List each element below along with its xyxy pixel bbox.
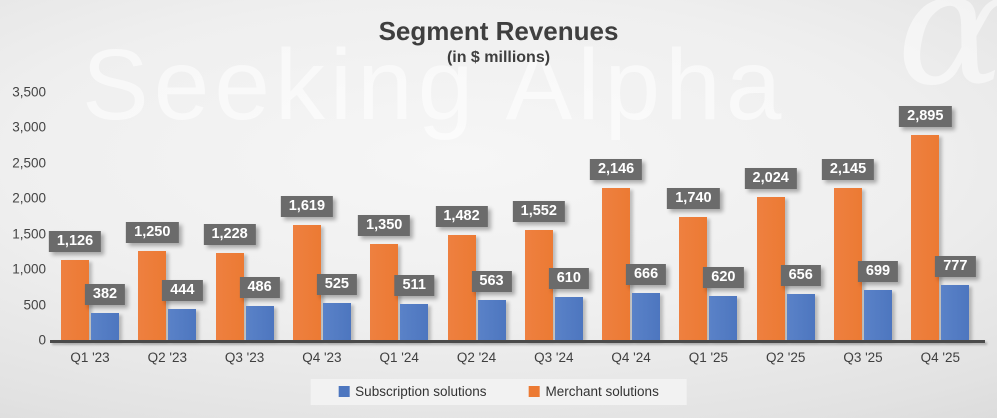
subscription-bar xyxy=(91,312,119,340)
y-tick-label: 3,500 xyxy=(12,84,46,100)
merchant-value-label: 1,126 xyxy=(48,231,102,253)
subscription-bar xyxy=(477,300,506,340)
x-axis-label: Q3 '25 xyxy=(843,350,883,365)
legend-item-subscription: Subscription solutions xyxy=(338,384,487,399)
subscription-value-label: 444 xyxy=(162,279,203,301)
merchant-value-label: 2,146 xyxy=(589,158,643,180)
y-tick-label: 3,000 xyxy=(12,119,46,135)
x-axis-label: Q4 '25 xyxy=(920,350,960,365)
merchant-bar xyxy=(61,260,89,340)
x-axis-label: Q4 '23 xyxy=(302,350,342,365)
merchant-bar xyxy=(447,234,476,340)
merchant-value-label: 2,145 xyxy=(821,159,875,180)
alpha-logo-icon: α xyxy=(896,0,997,121)
x-axis-label: Q4 '24 xyxy=(611,350,651,365)
x-axis-label: Q2 '23 xyxy=(147,350,187,365)
merchant-value-label: 1,250 xyxy=(126,222,179,244)
subscription-bar xyxy=(709,296,738,340)
x-axis-label: Q1 '25 xyxy=(688,350,729,365)
subscription-bar xyxy=(168,308,197,340)
subscription-value-label: 486 xyxy=(239,276,280,298)
chart-subtitle: (in $ millions) xyxy=(446,49,551,66)
x-axis-label: Q2 '24 xyxy=(456,350,497,365)
merchant-value-label: 2,024 xyxy=(744,167,797,189)
x-axis-label: Q3 '23 xyxy=(224,350,265,365)
subscription-bar xyxy=(400,303,429,340)
subscription-bar xyxy=(632,292,661,340)
merchant-value-label: 2,895 xyxy=(899,105,952,127)
x-axis-label: Q1 '24 xyxy=(379,350,419,365)
merchant-value-label: 1,350 xyxy=(358,215,411,237)
subscription-bar xyxy=(245,305,274,340)
merchant-bar xyxy=(215,252,244,340)
subscription-value-label: 610 xyxy=(548,267,589,289)
merchant-bar xyxy=(602,187,631,340)
subscription-value-label: 699 xyxy=(857,261,899,283)
merchant-bar xyxy=(524,230,553,340)
merchant-bar xyxy=(756,196,785,340)
x-axis-label: Q3 '24 xyxy=(534,350,574,365)
subscription-bar xyxy=(322,302,351,340)
merchant-swatch-icon xyxy=(528,386,540,397)
legend-label: Subscription solutions xyxy=(355,384,487,399)
y-tick-label: 1,000 xyxy=(12,261,46,277)
chart-title: Segment Revenues xyxy=(378,16,619,46)
merchant-bar xyxy=(911,134,940,340)
subscription-value-label: 777 xyxy=(935,255,976,277)
y-tick-label: 2,000 xyxy=(12,190,46,206)
subscription-bar xyxy=(554,296,583,340)
merchant-bar xyxy=(370,244,399,340)
subscription-value-label: 563 xyxy=(471,271,512,293)
merchant-value-label: 1,228 xyxy=(203,223,256,245)
x-axis-line xyxy=(50,340,985,343)
subscription-value-label: 382 xyxy=(84,283,126,305)
y-tick-label: 2,500 xyxy=(12,155,46,171)
subscription-value-label: 511 xyxy=(394,274,434,296)
legend: Subscription solutions Merchant solutions xyxy=(310,379,687,405)
subscription-value-label: 620 xyxy=(703,267,744,289)
subscription-bar xyxy=(786,293,815,340)
merchant-bar xyxy=(138,251,167,340)
x-axis-label: Q1 '23 xyxy=(70,350,110,365)
x-axis-label: Q2 '25 xyxy=(766,350,806,365)
merchant-value-label: 1,482 xyxy=(435,205,488,227)
subscription-swatch-icon xyxy=(338,386,350,397)
merchant-value-label: 1,552 xyxy=(512,201,565,223)
seeking-alpha-watermark: Seeking Alpha xyxy=(82,29,787,141)
legend-item-merchant: Merchant solutions xyxy=(528,384,659,399)
y-tick-label: 1,500 xyxy=(12,226,46,242)
merchant-value-label: 1,740 xyxy=(667,187,720,209)
y-tick-label: 500 xyxy=(23,297,46,313)
subscription-value-label: 656 xyxy=(780,264,821,286)
legend-label: Merchant solutions xyxy=(545,384,659,399)
merchant-bar xyxy=(834,188,862,340)
subscription-value-label: 525 xyxy=(316,273,357,295)
y-tick-label: 0 xyxy=(38,332,46,348)
subscription-bar xyxy=(941,284,970,340)
merchant-bar xyxy=(292,225,321,340)
merchant-bar xyxy=(679,216,708,340)
subscription-value-label: 666 xyxy=(625,263,667,285)
merchant-value-label: 1,619 xyxy=(280,196,334,218)
subscription-bar xyxy=(864,290,892,340)
